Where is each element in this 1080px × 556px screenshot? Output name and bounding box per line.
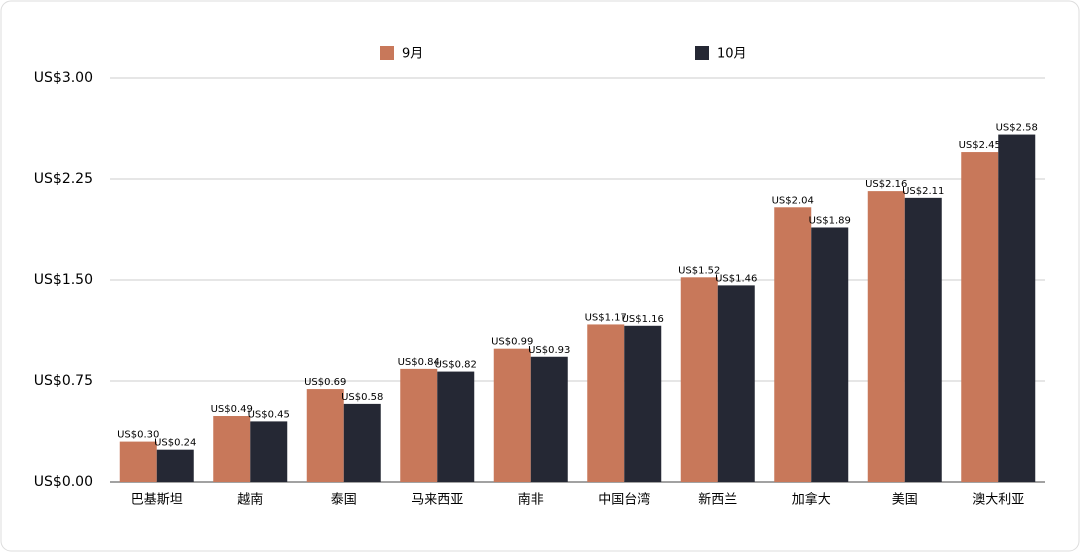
bar — [717, 285, 755, 482]
value-label: US$2.58 — [996, 123, 1038, 134]
bar — [156, 449, 194, 482]
bar — [530, 356, 568, 482]
value-label: US$0.24 — [154, 438, 196, 449]
x-tick-label: 越南 — [237, 492, 263, 508]
y-tick-label: US$2.25 — [34, 171, 93, 187]
bar — [624, 325, 662, 482]
value-label: US$0.58 — [341, 392, 383, 403]
y-tick-label: US$0.75 — [34, 373, 93, 389]
value-label: US$1.46 — [715, 273, 757, 284]
bar — [587, 324, 625, 482]
x-tick-label: 巴基斯坦 — [131, 493, 183, 508]
value-label: US$0.30 — [117, 430, 159, 441]
x-tick-label: 南非 — [518, 492, 544, 508]
bar — [343, 403, 381, 482]
legend-label: 9月 — [402, 47, 423, 62]
value-label: US$0.69 — [304, 377, 346, 388]
bar — [493, 348, 531, 482]
x-tick-label: 新西兰 — [698, 492, 737, 508]
x-tick-label: 美国 — [892, 493, 918, 508]
y-tick-label: US$3.00 — [34, 70, 93, 86]
value-label: US$0.82 — [435, 360, 477, 371]
bar — [306, 389, 344, 482]
bar — [811, 227, 849, 482]
bar — [213, 416, 251, 482]
value-label: US$1.16 — [622, 314, 664, 325]
value-label: US$0.49 — [211, 404, 253, 415]
y-tick-label: US$1.50 — [34, 272, 93, 288]
x-tick-label: 泰国 — [331, 493, 357, 508]
x-tick-label: 澳大利亚 — [972, 492, 1024, 508]
value-label: US$2.16 — [865, 179, 907, 190]
value-label: US$0.93 — [528, 345, 570, 356]
legend-swatch — [380, 46, 394, 60]
bar — [437, 371, 475, 482]
bar — [867, 191, 905, 482]
legend-swatch — [695, 46, 709, 60]
bar — [250, 421, 288, 482]
bar — [961, 152, 999, 483]
x-tick-label: 中国台湾 — [598, 492, 650, 508]
legend-label: 10月 — [717, 47, 747, 62]
bar — [774, 207, 812, 482]
x-tick-label: 加拿大 — [792, 492, 831, 508]
value-label: US$1.17 — [585, 312, 627, 323]
value-label: US$2.11 — [902, 186, 944, 197]
value-label: US$1.89 — [809, 215, 851, 226]
bar — [904, 197, 942, 482]
value-label: US$0.45 — [248, 409, 290, 420]
value-label: US$0.99 — [491, 337, 533, 348]
value-label: US$0.84 — [398, 357, 440, 368]
x-tick-label: 马来西亚 — [411, 493, 463, 508]
bar — [998, 134, 1036, 482]
value-label: US$2.45 — [959, 140, 1001, 151]
bar — [400, 368, 438, 482]
bar — [119, 441, 157, 482]
y-tick-label: US$0.00 — [34, 474, 93, 490]
bar — [680, 277, 718, 482]
value-label: US$1.52 — [678, 265, 720, 276]
value-label: US$2.04 — [772, 195, 814, 206]
